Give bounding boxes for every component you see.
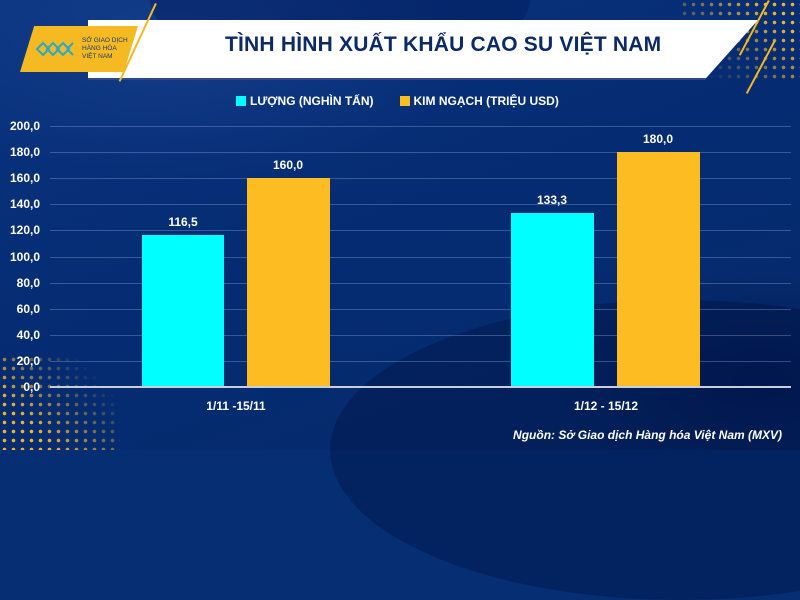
y-tick-label: 0,0: [23, 380, 40, 394]
mxv-logo-icon: [35, 41, 74, 57]
gridline: [50, 309, 791, 310]
gridline: [50, 257, 791, 258]
legend-label: KIM NGẠCH (TRIỆU USD): [413, 94, 559, 108]
bar-value-label: 133,3: [536, 193, 568, 208]
y-tick-label: 160,0: [9, 171, 40, 185]
logo-line: VIỆT NAM: [82, 53, 113, 60]
chart-title: TÌNH HÌNH XUẤT KHẨU CAO SU VIỆT NAM: [225, 33, 662, 56]
bar-kim-ngach-nov: [247, 178, 330, 387]
gridline: [50, 335, 791, 336]
y-tick-label: 180,0: [9, 145, 40, 159]
legend-item-kim-ngach: KIM NGẠCH (TRIỆU USD): [399, 94, 559, 108]
y-tick-label: 80,0: [16, 276, 40, 290]
bar-luong-nov: [142, 234, 224, 387]
y-tick-label: 140,0: [9, 197, 40, 211]
y-tick-label: 60,0: [16, 302, 40, 316]
bar-luong-dec: [511, 213, 594, 387]
gridline: [50, 283, 791, 284]
logo-text: SỞ GIAO DỊCH HÀNG HÓA VIỆT NAM: [82, 37, 128, 61]
plot-area: 200,0 180,0 160,0 140,0 120,0 100,0 80,0…: [9, 119, 791, 413]
gridline: [50, 152, 791, 153]
gridline: [50, 361, 791, 362]
gridline: [50, 204, 791, 205]
gridline: [50, 126, 791, 127]
logo-line: SỞ GIAO DỊCH: [82, 37, 128, 44]
decorative-dots: [0, 355, 120, 450]
gridline: [50, 230, 791, 231]
x-category-label: 1/12 - 15/12: [573, 399, 639, 413]
gridline: [50, 178, 791, 179]
source-note: Nguồn: Sở Giao dịch Hàng hóa Việt Nam (M…: [513, 428, 782, 442]
legend: LƯỢNG (NGHÌN TẤN) KIM NGẠCH (TRIỆU USD): [236, 94, 559, 108]
bar-value-label: 160,0: [272, 158, 304, 173]
bar-kim-ngach-dec: [617, 152, 700, 387]
x-axis: [50, 386, 791, 388]
y-tick-label: 120,0: [9, 223, 40, 237]
legend-swatch-cyan: [236, 96, 246, 106]
y-tick-label: 40,0: [16, 328, 40, 342]
logo-line: HÀNG HÓA: [82, 45, 117, 52]
bar-value-label: 180,0: [642, 132, 674, 147]
legend-swatch-yellow: [399, 96, 410, 106]
x-category-label: 1/11 -15/11: [206, 399, 266, 413]
legend-label: LƯỢNG (NGHÌN TẤN): [250, 94, 374, 108]
title-banner: [88, 20, 758, 80]
y-tick-label: 200,0: [9, 119, 40, 133]
y-tick-label: 100,0: [9, 250, 40, 264]
y-tick-label: 20,0: [16, 354, 40, 368]
legend-item-luong: LƯỢNG (NGHÌN TẤN): [236, 94, 374, 108]
bar-value-label: 116,5: [168, 214, 198, 229]
logo-background: [20, 26, 138, 72]
